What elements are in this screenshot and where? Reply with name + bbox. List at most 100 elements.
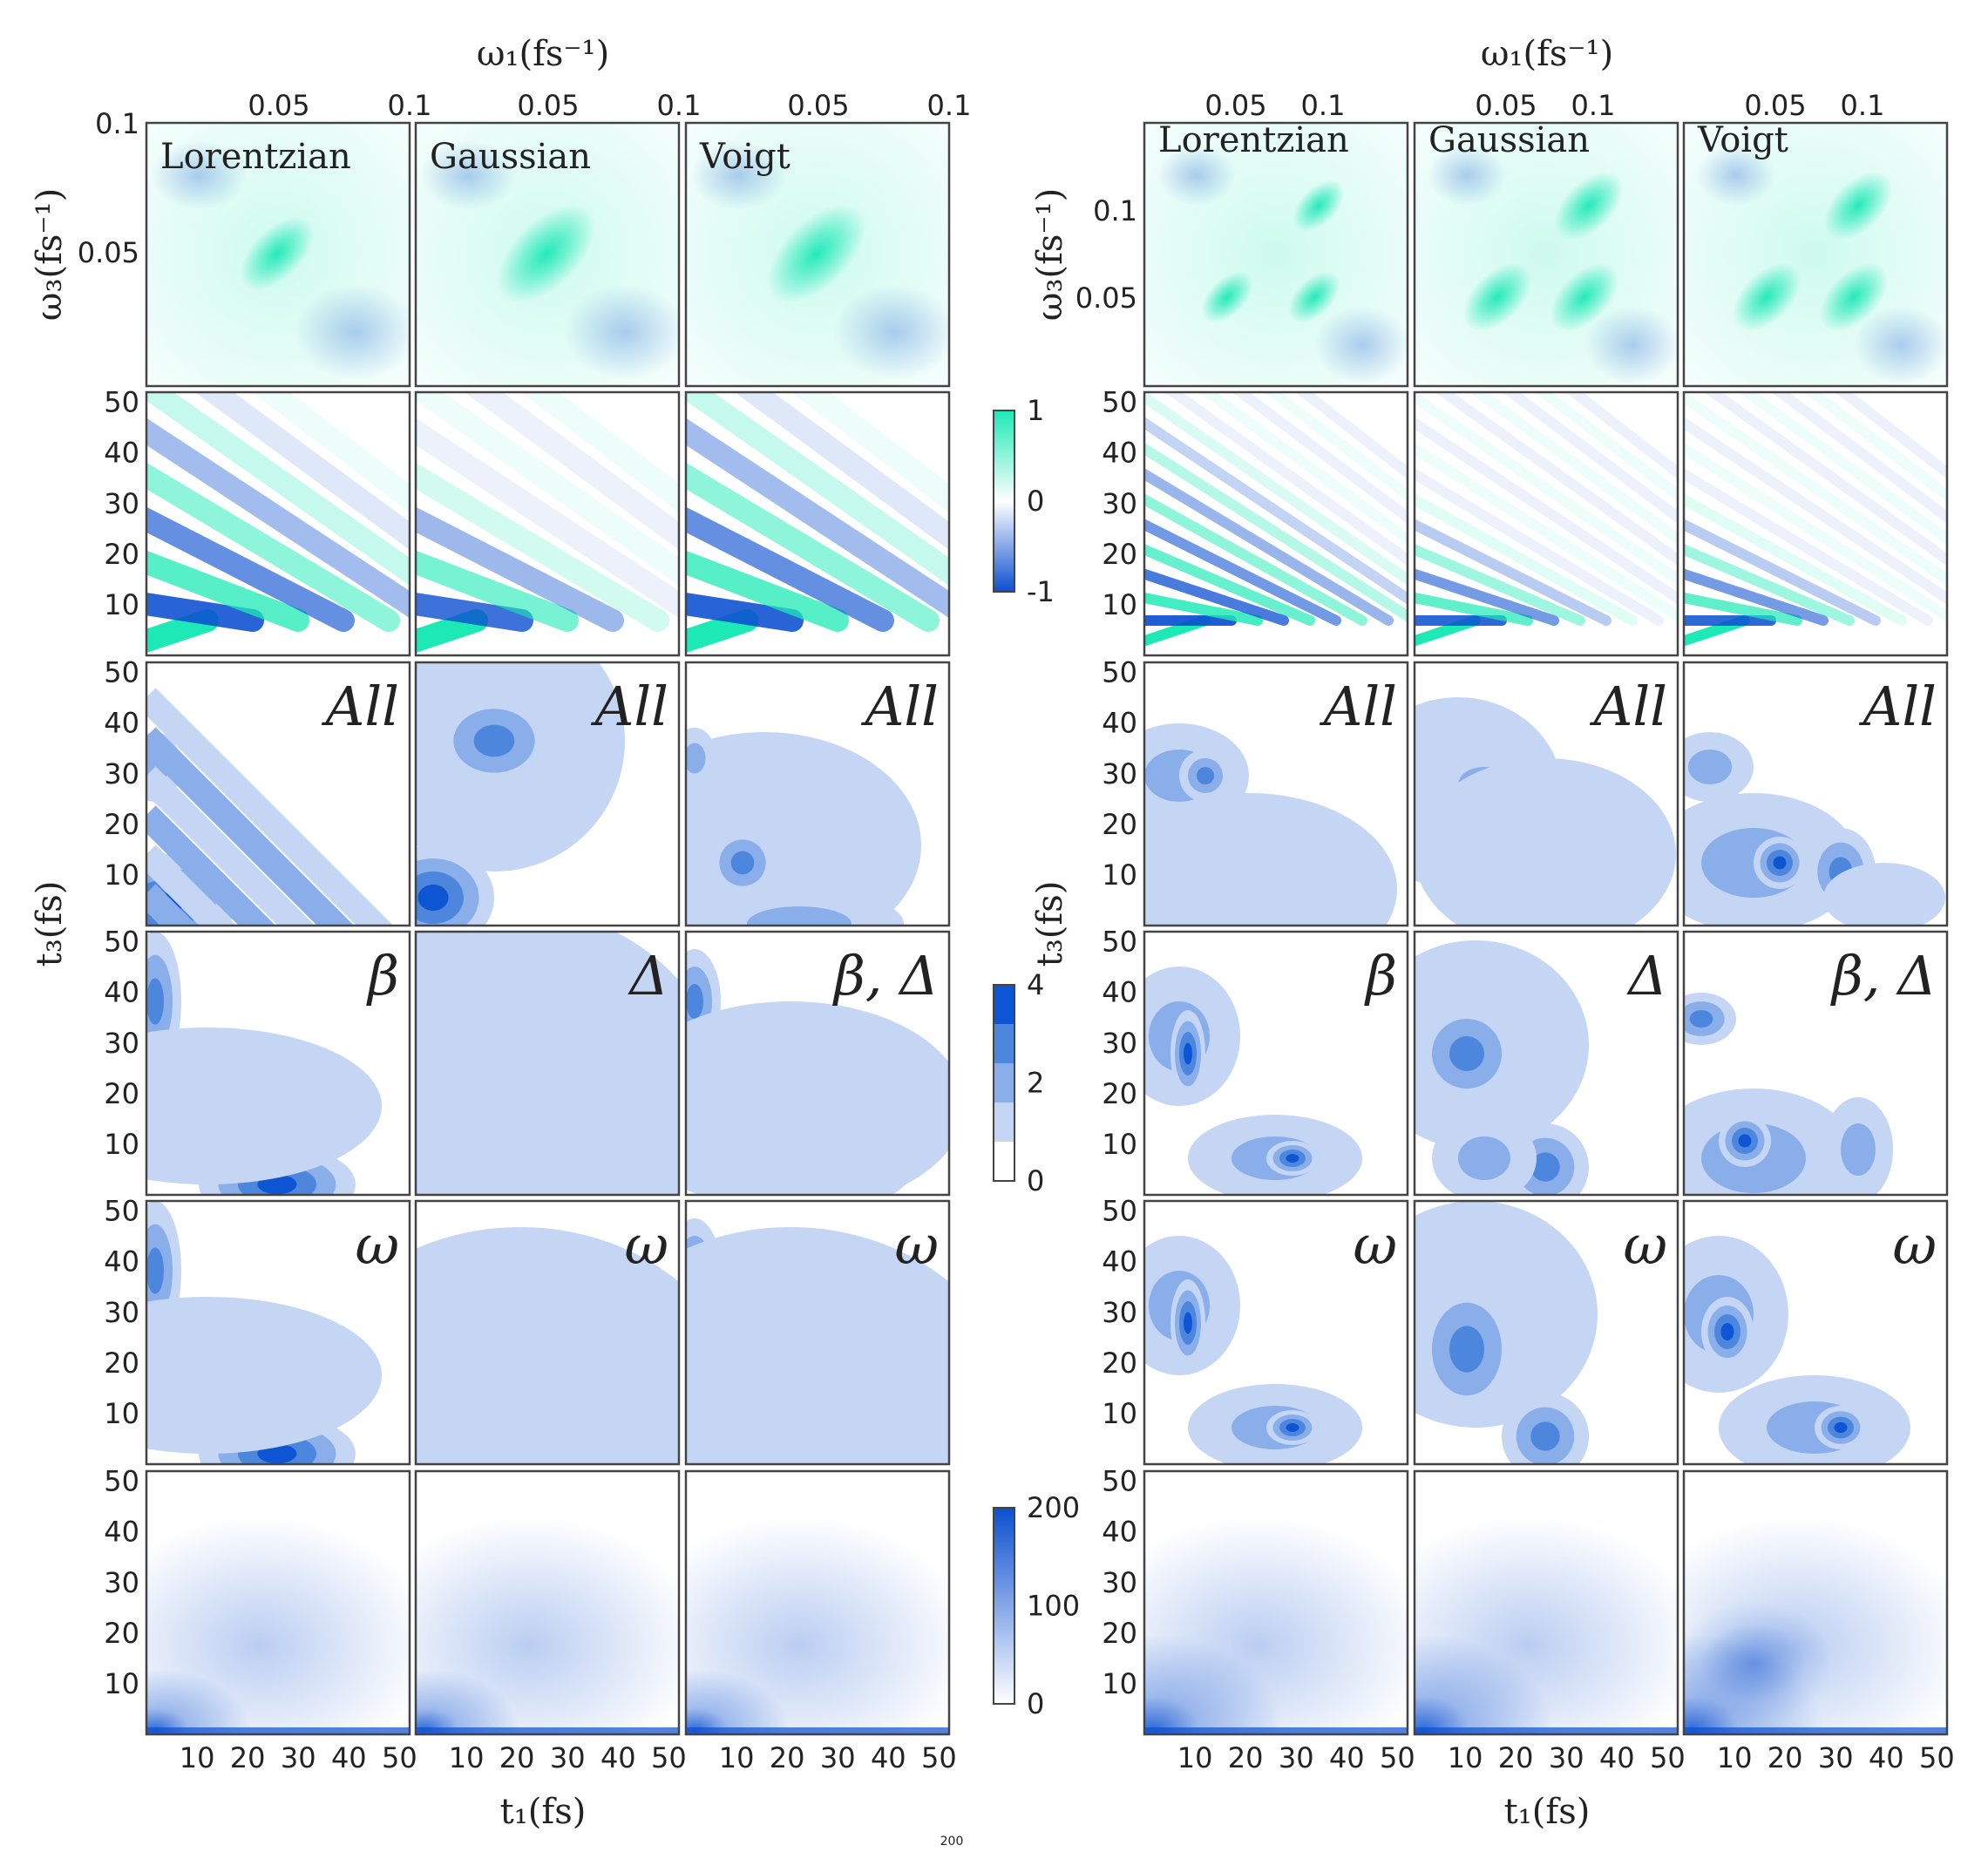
top-tick-label: 0.05 bbox=[787, 89, 849, 122]
t3-axis-title: t₃(fs) bbox=[30, 881, 70, 967]
density-spread bbox=[1701, 1624, 1806, 1702]
y-tick-label: 20 bbox=[104, 1347, 139, 1380]
x-tick-label: 40 bbox=[331, 1741, 367, 1774]
panel-left-params-lorentzian: β bbox=[145, 930, 411, 1197]
panel-left-time-lorentzian bbox=[145, 390, 411, 657]
x-tick-label: 40 bbox=[600, 1741, 636, 1774]
panel-left-freq-gaussian: Gaussian bbox=[414, 121, 681, 388]
oscillation-stripe bbox=[1684, 493, 1907, 626]
y-tick-label: 40 bbox=[1102, 437, 1137, 470]
oscillation-stripe bbox=[416, 392, 679, 586]
panel-left-omega-voigt: ω bbox=[684, 1199, 951, 1466]
colorbar-tick-label: 0 bbox=[1027, 1687, 1044, 1720]
colorbar-tick-label: 200 bbox=[1027, 1491, 1080, 1524]
colorbar-tick-label: 4 bbox=[1027, 968, 1044, 1001]
panel-right-hist-voigt bbox=[1682, 1469, 1949, 1736]
colorbar-tick-label: 0 bbox=[1027, 1164, 1044, 1197]
sensitivity-region bbox=[1449, 1326, 1484, 1373]
oscillation-stripe bbox=[146, 462, 400, 632]
panel-left-freq-lorentzian: Lorentzian bbox=[145, 121, 411, 388]
panel-frame bbox=[1143, 661, 1409, 927]
negative-lobe bbox=[1314, 306, 1408, 384]
sensitivity-region bbox=[747, 906, 852, 926]
t1-axis-title: t₁(fs) bbox=[500, 1792, 587, 1832]
sensitivity-region bbox=[1841, 1123, 1876, 1176]
density-spread bbox=[1415, 1515, 1678, 1734]
oscillation-stripe bbox=[1684, 468, 1933, 626]
panel-label: β bbox=[1364, 944, 1397, 1007]
colorbar-frame bbox=[993, 984, 1015, 1182]
colorbar-counts: 200 100 0 bbox=[993, 1491, 1080, 1720]
panel-right-all-voigt: All bbox=[1682, 661, 1949, 927]
density-spread bbox=[146, 1515, 410, 1734]
oscillation-stripe bbox=[1565, 392, 1678, 480]
y-tick-label: 20 bbox=[1102, 1617, 1137, 1650]
oscillation-stripe bbox=[1144, 493, 1367, 626]
y-tick-label: 20 bbox=[1102, 1347, 1137, 1380]
negative-lobe bbox=[1428, 145, 1506, 206]
negative-lobe bbox=[151, 140, 247, 210]
colorbar-sensitivity: 4 2 0 bbox=[993, 968, 1044, 1197]
density-edge bbox=[686, 1727, 949, 1734]
sensitivity-region bbox=[686, 743, 706, 774]
oscillation-stripe bbox=[686, 506, 894, 632]
y-tick-label: 40 bbox=[1102, 707, 1137, 740]
y-tick-label: 40 bbox=[1102, 976, 1137, 1009]
oscillation-stripe bbox=[1502, 392, 1678, 524]
top-tick-label: 0.05 bbox=[1204, 89, 1266, 122]
sensitivity-region bbox=[686, 1001, 949, 1195]
oscillation-stripe bbox=[1684, 544, 1855, 626]
y-tick-label: 30 bbox=[1102, 1566, 1137, 1599]
oscillation-stripe bbox=[416, 417, 679, 619]
y-tick-label: 40 bbox=[1102, 1516, 1137, 1549]
oscillation-stripe bbox=[1144, 392, 1408, 587]
negative-lobe bbox=[420, 140, 516, 210]
panel-right-freq-lorentzian: Lorentzian bbox=[1143, 120, 1409, 388]
colorbar-tick-label: 2 bbox=[1027, 1067, 1044, 1100]
sensitivity-region bbox=[1415, 758, 1676, 926]
oscillation-stripe bbox=[1415, 417, 1678, 605]
oscillation-stripe bbox=[1415, 493, 1638, 626]
spectral-peak bbox=[1732, 262, 1801, 332]
sensitivity-region bbox=[146, 1297, 382, 1454]
sensitivity-band bbox=[146, 688, 394, 926]
colorbar-gradient bbox=[994, 410, 1014, 592]
panel-frame bbox=[1682, 121, 1949, 388]
y-tick-label: 10 bbox=[1102, 1397, 1137, 1430]
panel-frame bbox=[1682, 661, 1949, 927]
oscillation-stripe bbox=[1534, 392, 1678, 502]
panel-right-hist-lorentzian bbox=[1143, 1469, 1409, 1736]
oscillation-stripe bbox=[416, 462, 669, 632]
spectral-peak bbox=[1288, 271, 1340, 323]
sensitivity-region bbox=[1530, 1421, 1560, 1451]
y-tick-label: 10 bbox=[104, 588, 139, 621]
top-tick-label: 0.1 bbox=[927, 89, 972, 122]
panel-frame bbox=[414, 1199, 681, 1466]
panel-frame bbox=[1143, 390, 1409, 657]
oscillation-stripe bbox=[1684, 568, 1829, 626]
panel-label: ω bbox=[1892, 1213, 1937, 1277]
density-edge bbox=[1144, 1727, 1408, 1734]
sensitivity-region bbox=[1530, 1152, 1560, 1182]
y-tick-label: 30 bbox=[1102, 1027, 1137, 1060]
spectral-peak bbox=[1293, 180, 1345, 232]
y-tick-label: 10 bbox=[1102, 588, 1137, 621]
x-tick-label: 50 bbox=[1919, 1741, 1955, 1774]
oscillation-stripe bbox=[1144, 442, 1408, 623]
panel-frame bbox=[1413, 930, 1679, 1197]
oscillation-stripe bbox=[1415, 468, 1664, 626]
panel-frame bbox=[1413, 390, 1679, 657]
panel-frame bbox=[1143, 1199, 1409, 1466]
panel-frame bbox=[145, 1199, 411, 1466]
footer-number: 200 bbox=[940, 1835, 964, 1849]
colorbar-tick-label: 0 bbox=[1027, 485, 1044, 518]
x-tick-label: 50 bbox=[651, 1741, 687, 1774]
spectral-peak bbox=[1819, 262, 1889, 332]
panel-left-hist-lorentzian bbox=[145, 1469, 411, 1736]
x-tick-label: 50 bbox=[1380, 1741, 1415, 1774]
colorbar-segment bbox=[994, 1024, 1014, 1064]
y-tick-label: 50 bbox=[104, 1465, 139, 1498]
panel-left-all-lorentzian: All bbox=[145, 661, 411, 927]
y-tick-label: 50 bbox=[1102, 386, 1137, 419]
